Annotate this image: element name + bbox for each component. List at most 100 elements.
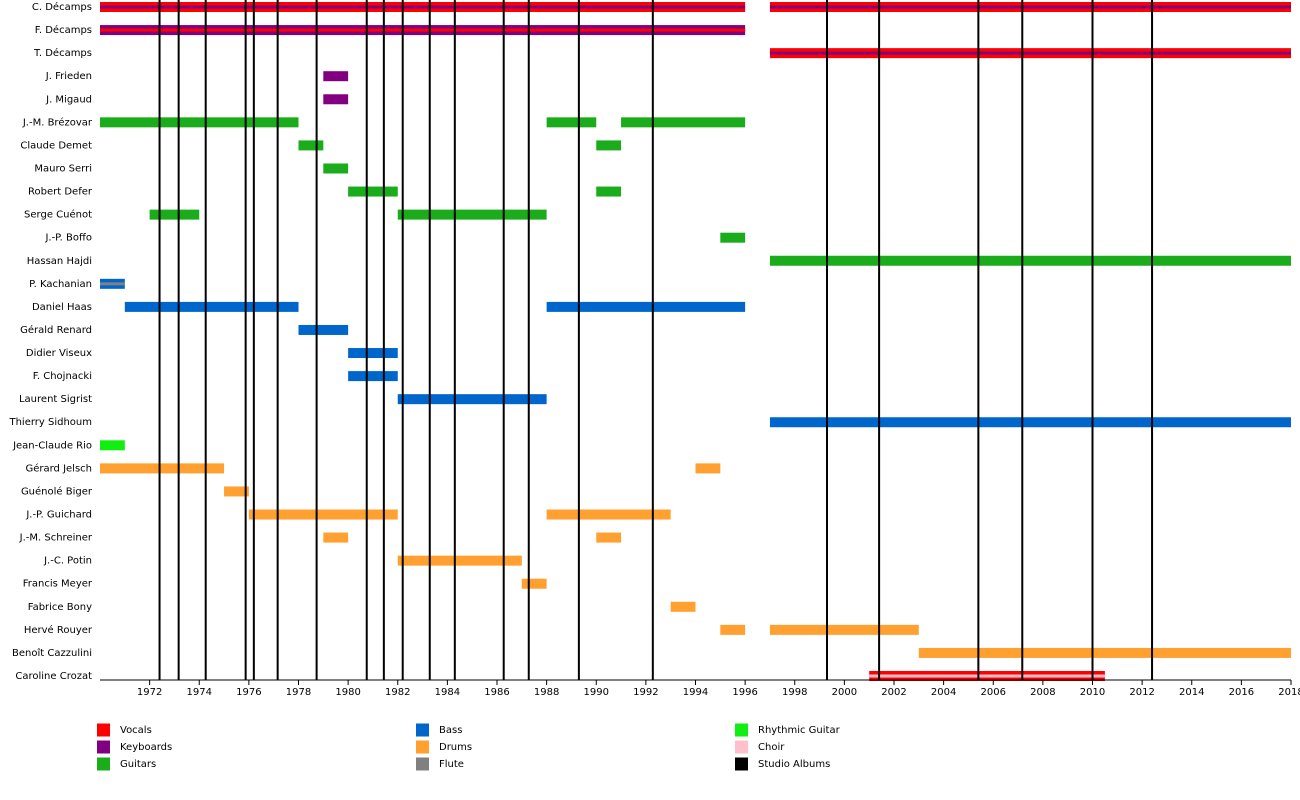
period-stripe bbox=[100, 282, 125, 286]
member-label: Gérald Renard bbox=[20, 324, 92, 336]
member-label: C. Décamps bbox=[32, 1, 92, 13]
period-bar bbox=[323, 532, 349, 543]
member-label: Caroline Crozat bbox=[15, 671, 92, 682]
member-label: Robert Defer bbox=[28, 187, 93, 198]
period-stripe bbox=[869, 674, 1105, 678]
legend-swatch bbox=[735, 740, 748, 754]
period-bar bbox=[596, 140, 622, 151]
member-label: F. Chojnacki bbox=[33, 371, 92, 382]
member-label: F. Décamps bbox=[35, 24, 92, 36]
x-tick-label: 1986 bbox=[484, 687, 509, 698]
member-label: Benoît Cazzulini bbox=[12, 647, 92, 659]
x-tick-label: 2016 bbox=[1229, 687, 1254, 698]
period-bar bbox=[546, 117, 597, 128]
member-label: Hervé Rouyer bbox=[24, 624, 93, 636]
member-label: J. Migaud bbox=[45, 94, 92, 105]
member-label: J.-P. Guichard bbox=[25, 510, 92, 521]
x-tick-label: 1992 bbox=[633, 687, 658, 698]
period-stripe bbox=[769, 5, 1291, 9]
period-bar bbox=[720, 232, 746, 243]
period-stripe bbox=[769, 51, 1291, 55]
x-tick-label: 2002 bbox=[881, 687, 906, 698]
legend-label: Choir bbox=[758, 742, 785, 753]
period-bar bbox=[918, 647, 1291, 658]
x-tick-label: 1972 bbox=[137, 687, 162, 698]
period-bar bbox=[695, 463, 721, 474]
period-bar bbox=[670, 601, 696, 612]
x-tick-label: 2000 bbox=[832, 687, 857, 698]
x-tick-label: 1990 bbox=[584, 687, 609, 698]
legend-swatch bbox=[97, 740, 110, 754]
period-bar bbox=[769, 255, 1291, 266]
x-tick-label: 1988 bbox=[534, 687, 559, 698]
period-bar bbox=[348, 186, 398, 197]
legend-swatch bbox=[97, 723, 110, 737]
period-bar bbox=[323, 71, 349, 82]
period-bar bbox=[596, 186, 622, 197]
x-tick-label: 2004 bbox=[931, 687, 956, 698]
x-tick-label: 1978 bbox=[286, 687, 311, 698]
x-tick-label: 1998 bbox=[782, 687, 807, 698]
member-label: Mauro Serri bbox=[34, 163, 92, 174]
period-bar bbox=[100, 117, 299, 128]
legend-label: Rhythmic Guitar bbox=[758, 725, 841, 736]
x-tick-label: 2018 bbox=[1278, 687, 1300, 698]
legend-swatch bbox=[416, 757, 429, 771]
period-bar bbox=[298, 140, 324, 151]
period-bar bbox=[100, 440, 125, 451]
x-tick-label: 1996 bbox=[732, 687, 757, 698]
legend-swatch bbox=[416, 723, 429, 737]
legend-label: Vocals bbox=[120, 725, 152, 736]
x-tick-label: 2010 bbox=[1080, 687, 1105, 698]
x-tick-label: 2008 bbox=[1030, 687, 1055, 698]
period-bar bbox=[397, 209, 547, 220]
period-bar bbox=[348, 371, 398, 382]
x-tick-label: 1974 bbox=[187, 687, 212, 698]
member-label: Laurent Sigrist bbox=[19, 394, 92, 405]
member-label: Jean-Claude Rio bbox=[12, 440, 92, 451]
x-tick-label: 1976 bbox=[236, 687, 261, 698]
legend-swatch bbox=[735, 723, 748, 737]
legend-label: Guitars bbox=[120, 759, 156, 770]
member-label: Didier Viseux bbox=[26, 348, 92, 359]
member-label: Hassan Hajdi bbox=[27, 256, 92, 267]
legend-swatch bbox=[97, 757, 110, 771]
period-bar bbox=[546, 301, 746, 312]
period-bar bbox=[100, 463, 225, 474]
legend-swatch bbox=[416, 740, 429, 754]
member-label: J.-M. Schreiner bbox=[19, 533, 93, 544]
member-label: Thierry Sidhoum bbox=[8, 417, 92, 428]
member-label: Gérard Jelsch bbox=[25, 462, 92, 474]
period-bar bbox=[397, 555, 522, 566]
legend-label: Drums bbox=[439, 742, 472, 753]
member-label: J. Frieden bbox=[45, 71, 92, 82]
x-tick-label: 1980 bbox=[335, 687, 360, 698]
period-bar bbox=[248, 509, 398, 520]
x-tick-label: 2014 bbox=[1179, 687, 1204, 698]
member-label: T. Décamps bbox=[33, 47, 92, 59]
period-bar bbox=[397, 394, 547, 405]
period-bar bbox=[124, 301, 299, 312]
period-bar bbox=[720, 624, 746, 635]
x-tick-label: 2012 bbox=[1129, 687, 1154, 698]
legend-label: Studio Albums bbox=[758, 759, 830, 770]
period-bar bbox=[348, 348, 398, 359]
x-tick-label: 1994 bbox=[683, 687, 708, 698]
period-bar bbox=[521, 578, 547, 589]
period-bar bbox=[298, 324, 349, 335]
x-tick-label: 1984 bbox=[435, 687, 460, 698]
member-label: Daniel Haas bbox=[32, 302, 92, 313]
member-label: J.-P. Boffo bbox=[44, 233, 92, 244]
legend-swatch bbox=[735, 757, 748, 771]
period-bar bbox=[621, 117, 746, 128]
member-label: J.-M. Brézovar bbox=[22, 116, 93, 128]
period-bar bbox=[596, 532, 622, 543]
period-bar bbox=[769, 624, 919, 635]
period-bar bbox=[546, 509, 671, 520]
period-bar bbox=[323, 163, 349, 174]
legend-label: Keyboards bbox=[120, 742, 172, 753]
legend-label: Flute bbox=[439, 759, 464, 770]
period-bar bbox=[769, 417, 1291, 428]
